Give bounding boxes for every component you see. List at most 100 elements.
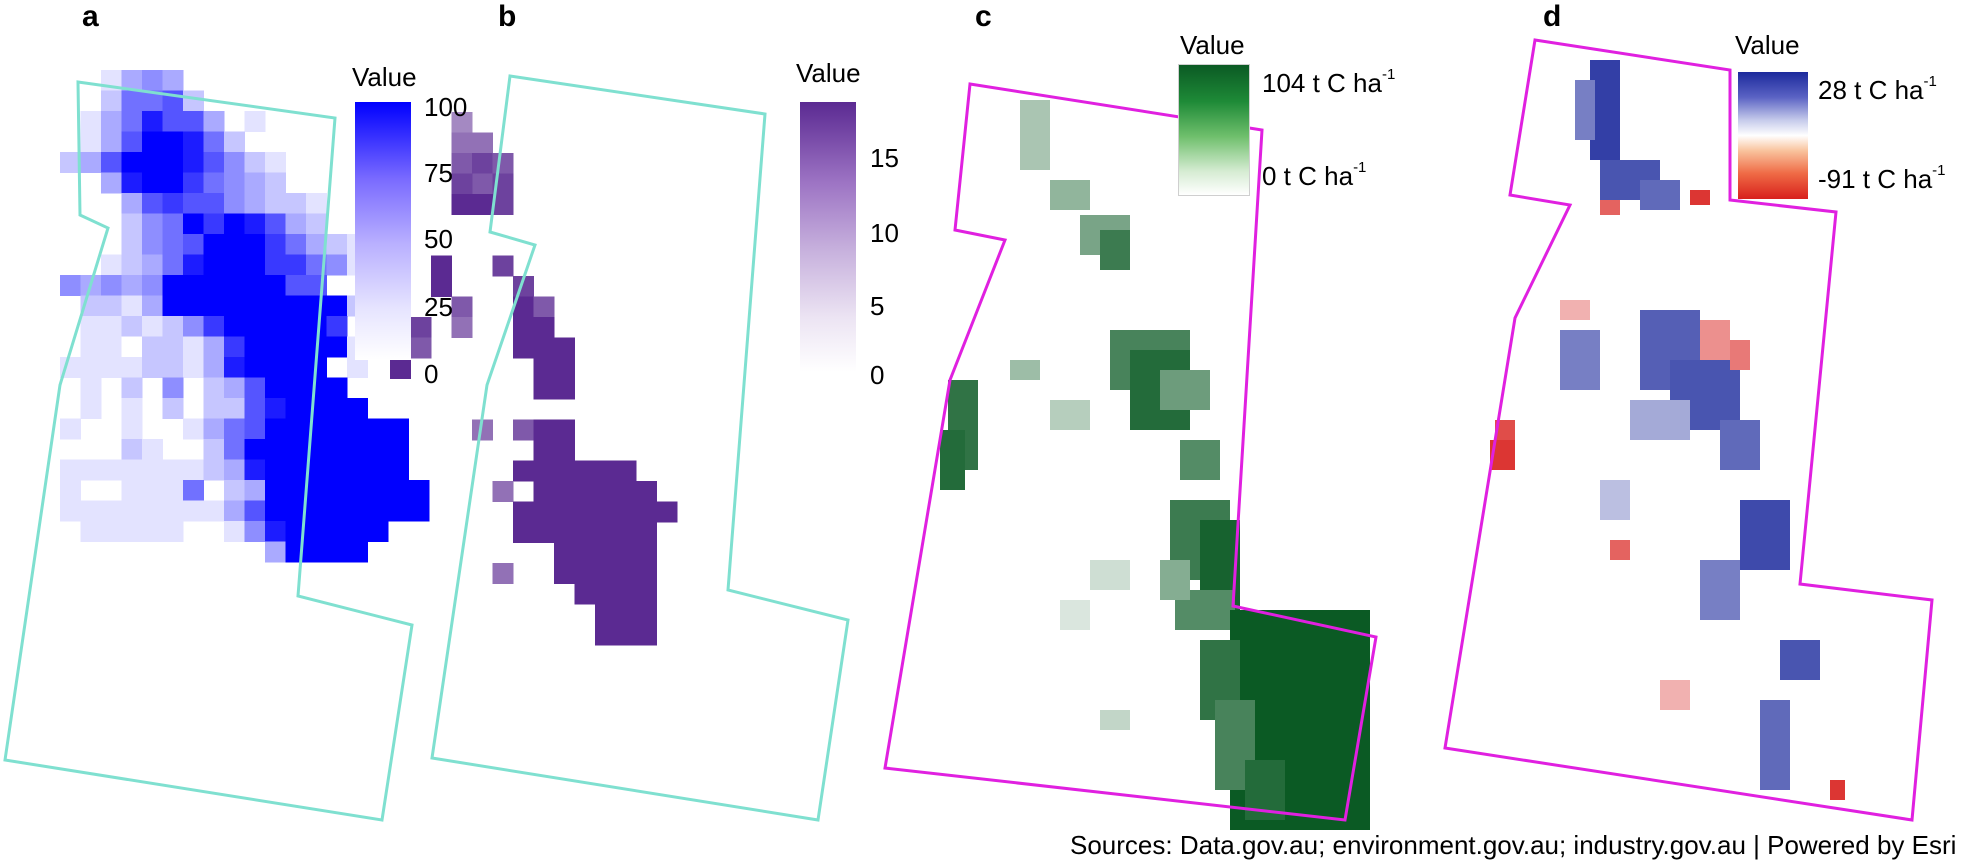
raster-cell [636,522,657,543]
raster-cell [285,398,307,419]
raster-cell [326,459,348,481]
raster-cell [1610,540,1630,560]
raster-cell [162,254,184,276]
raster-cell [183,295,204,317]
raster-cell [1160,370,1210,410]
raster-cell [101,90,122,112]
raster-cell [513,317,534,338]
raster-cell [142,70,163,91]
raster-cell [224,377,245,399]
raster-cell [574,501,596,523]
raster-cell [513,419,534,441]
raster-cell [121,111,143,132]
raster-cell [203,111,225,132]
raster-cell [1780,640,1820,680]
raster-cell [1575,80,1595,140]
raster-cell [388,418,409,440]
raster-cell [183,357,204,378]
raster-cell [224,418,245,440]
raster-cell [142,90,163,112]
raster-cell [224,336,245,358]
raster-cell [1010,360,1040,380]
raster-cell [431,255,452,277]
raster-cell [121,316,143,337]
raster-cell [326,336,348,358]
panel-d-max-text: 28 t C ha [1818,75,1924,105]
raster-cell [101,172,122,194]
panel-c-min-label: 0 t C ha-1 [1262,160,1366,189]
raster-cell [595,522,616,543]
raster-cell [224,295,245,317]
raster-cell [183,111,204,132]
raster-cell [60,480,81,501]
raster-cell [101,500,122,522]
raster-cell [60,152,81,173]
raster-cell [451,194,473,215]
raster-cell [244,172,266,194]
raster-cell [142,193,163,214]
raster-cell [1060,600,1090,630]
raster-cell [306,377,327,399]
raster-cell [203,316,225,337]
raster-cell [472,194,493,215]
panel-a-tick-100: 100 [424,92,468,122]
panel-d-min-text: -91 t C ha [1818,164,1933,194]
panel-a-colorbar [355,102,411,360]
raster-cell [574,563,596,584]
raster-cell [615,522,637,543]
raster-cell [121,398,143,419]
raster-cell [265,459,286,481]
raster-cell [326,541,348,563]
raster-cell [1700,320,1730,360]
raster-cell [347,439,368,460]
raster-cell [101,459,122,481]
raster-cell [142,254,163,276]
raster-cell [244,234,266,255]
raster-cell [595,624,616,646]
raster-cell [1100,230,1130,270]
raster-cell [162,275,184,296]
raster-cell [101,336,122,358]
raster-cell [326,398,348,419]
raster-cell [162,316,184,337]
raster-cell [183,152,204,173]
raster-cell [265,480,286,501]
raster-cell [265,295,286,317]
raster-cell [224,500,245,522]
raster-cell [636,604,657,625]
raster-cell [636,542,657,564]
panel-b-boundary [430,74,850,822]
raster-cell [533,317,555,338]
raster-cell [306,541,327,563]
raster-cell [367,418,389,440]
raster-cell [142,439,163,460]
raster-cell [1830,780,1845,800]
raster-cell [162,480,184,501]
raster-cell [1660,680,1690,710]
raster-cell [472,132,493,154]
raster-cell [183,213,204,235]
panel-a-tick-0: 0 [424,359,439,389]
raster-cell [472,153,493,174]
raster-cell [367,459,389,481]
raster-cell [121,152,143,173]
raster-cell [183,172,204,194]
raster-cell [224,480,245,501]
raster-cell [408,480,430,501]
raster-cell [554,337,575,359]
raster-cell [183,254,204,276]
raster-cell [121,234,143,255]
raster-cell [285,295,307,317]
raster-cell [265,152,286,173]
panel-a-tick-50: 50 [424,224,453,254]
raster-cell [492,153,514,174]
raster-cell [326,500,348,522]
raster-cell [326,234,348,255]
raster-cell [1020,100,1050,170]
panel-d-raster [1490,60,1845,800]
raster-cell [656,501,678,523]
raster-cell [347,398,368,419]
panel-c-boundary [883,82,1378,822]
raster-cell [142,295,163,317]
raster-cell [285,336,307,358]
